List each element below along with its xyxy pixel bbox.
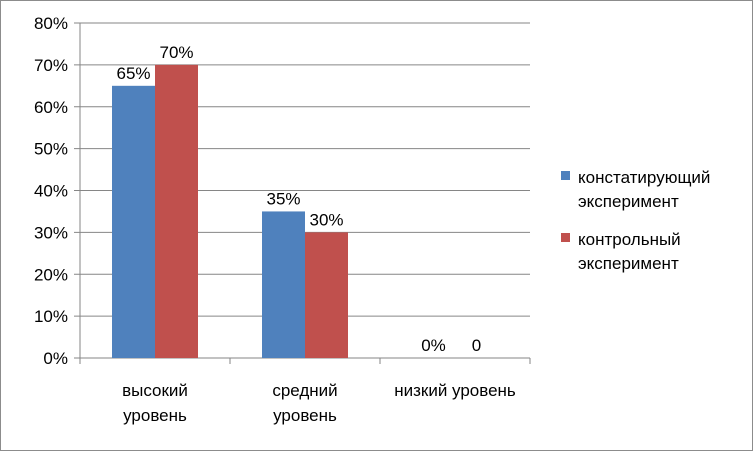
y-tick-label: 10% (34, 307, 68, 326)
x-category-label: уровень (273, 406, 337, 425)
data-label: 65% (116, 64, 150, 83)
y-tick-label: 40% (34, 182, 68, 201)
data-label: 0 (472, 336, 481, 355)
y-tick-label: 70% (34, 56, 68, 75)
y-tick-label: 30% (34, 223, 68, 242)
bar-series-1 (112, 85, 155, 358)
x-category-label: уровень (123, 406, 187, 425)
legend-swatch-1 (561, 171, 570, 180)
bar-series-2 (155, 64, 198, 358)
y-tick-label: 80% (34, 14, 68, 33)
y-tick-label: 0% (43, 349, 68, 368)
x-category-label: средний (272, 381, 337, 400)
legend-swatch-2 (561, 233, 570, 242)
data-label: 0% (421, 336, 446, 355)
legend-label: констатирующий (578, 168, 710, 187)
data-label: 70% (159, 43, 193, 62)
legend-label: эксперимент (578, 192, 679, 211)
bar-series-2 (305, 232, 348, 358)
x-category-label: низкий уровень (394, 381, 516, 400)
data-label: 35% (266, 189, 300, 208)
y-tick-label: 20% (34, 265, 68, 284)
y-tick-label: 50% (34, 140, 68, 159)
legend-label: контрольный (578, 230, 681, 249)
y-tick-label: 60% (34, 98, 68, 117)
x-category-label: высокий (122, 381, 188, 400)
bar-series-1 (262, 211, 305, 358)
data-label: 30% (309, 210, 343, 229)
legend-label: эксперимент (578, 254, 679, 273)
